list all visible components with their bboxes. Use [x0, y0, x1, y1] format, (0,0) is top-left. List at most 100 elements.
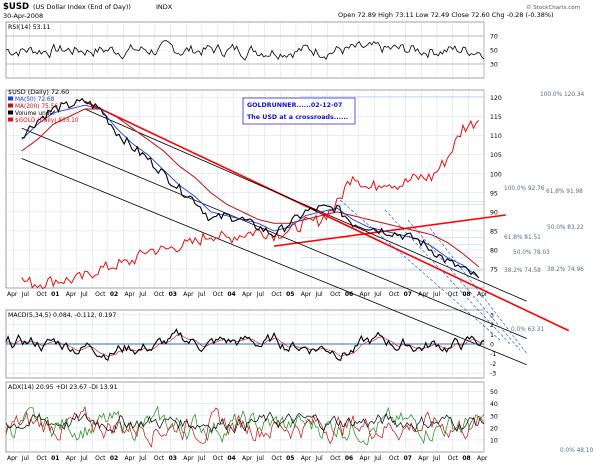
- gold-series-line: [21, 119, 480, 290]
- fib-label: 0.0% 63.31: [511, 327, 544, 333]
- xaxis-label: Oct: [389, 291, 400, 298]
- xaxis-label: Oct: [448, 291, 459, 298]
- ytick-label-price: 95: [490, 190, 498, 197]
- xaxis-label: 07: [404, 291, 412, 298]
- price-legend-item: MA(50) 72.68: [15, 97, 55, 103]
- ytick-label-price: 100: [490, 171, 502, 178]
- xaxis-label: 08: [462, 291, 470, 298]
- trendline-red-downtrend: [84, 100, 570, 332]
- fib-label: 61.8% 91.98: [546, 189, 583, 195]
- quote-label: Open 72.89 High 73.11 Low 72.49 Close 72…: [338, 11, 554, 19]
- ytick-label-rsi: 70: [490, 34, 498, 41]
- xaxis-label: 05: [286, 291, 294, 298]
- ytick-label-adx: 10: [490, 437, 498, 444]
- fib-label: 50.0% 83.22: [547, 225, 584, 231]
- ytick-label-price: 80: [490, 247, 498, 254]
- xaxis-label: 03: [169, 291, 177, 298]
- ytick-label-rsi: 50: [490, 48, 498, 55]
- annotation-box: [242, 97, 356, 125]
- xaxis-label: 06: [345, 291, 353, 298]
- trendline-black-channel-3: [21, 158, 527, 366]
- xaxis-label: Oct: [36, 291, 47, 298]
- ytick-label-adx: 30: [490, 413, 498, 420]
- plus-di-line: [5, 405, 485, 445]
- minus-di-line: [5, 405, 485, 448]
- xaxis-label: Oct: [389, 455, 400, 462]
- ytick-label-macd: 3: [490, 312, 494, 319]
- xaxis-label: Jul: [197, 455, 206, 462]
- legend-swatch: [8, 103, 13, 108]
- xaxis-label: Apr: [360, 455, 371, 462]
- ma50-series-line: [21, 104, 480, 279]
- legend-swatch: [8, 117, 13, 122]
- xaxis-label: Oct: [213, 291, 224, 298]
- xaxis-label: Apr: [183, 291, 194, 298]
- xaxis-label: Jul: [21, 291, 30, 298]
- panels-layer: 70503012011511010510095908580753210-1-2-…: [5, 21, 593, 462]
- ytick-label-adx: 50: [490, 389, 498, 396]
- xaxis-label: Apr: [360, 291, 371, 298]
- dashed-projection-line: [429, 227, 529, 356]
- symbol-description: (US Dollar Index (End of Day)): [33, 3, 131, 11]
- ytick-label-price: 110: [490, 133, 502, 140]
- macd-series-line: [5, 328, 485, 362]
- ytick-label-price: 85: [490, 228, 498, 235]
- xaxis-label: Jul: [314, 291, 323, 298]
- xaxis-label: Apr: [418, 455, 429, 462]
- xaxis-label: Apr: [242, 455, 253, 462]
- price-legend-item: $GOLD (Daily) 863.10: [15, 118, 79, 124]
- annotation-line-2: The USD at a crossroads......: [247, 114, 348, 121]
- xaxis-label: Oct: [271, 291, 282, 298]
- rsi-series-line: [5, 40, 485, 61]
- ytick-label-macd: 1: [490, 332, 494, 339]
- xaxis-label: Jul: [79, 291, 88, 298]
- adx-series-line: [5, 411, 485, 434]
- fib-label: 38.2% 74.96: [547, 267, 584, 273]
- xaxis-label: Apr: [66, 291, 77, 298]
- xaxis-label: Jul: [432, 455, 441, 462]
- xaxis-label: Jul: [79, 455, 88, 462]
- xaxis-label: Jul: [314, 455, 323, 462]
- legend-swatch: [8, 96, 13, 101]
- trendline-red-triangle-top: [273, 214, 506, 247]
- xaxis-label: Jul: [373, 291, 382, 298]
- xaxis-label: 01: [51, 291, 59, 298]
- xaxis-label: Apr: [125, 455, 136, 462]
- xaxis-label: Apr: [125, 291, 136, 298]
- watermark: © StockCharts.com: [526, 4, 580, 11]
- xaxis-label: Oct: [154, 455, 165, 462]
- dashed-projection-line: [339, 199, 501, 341]
- xaxis-label: Oct: [36, 455, 47, 462]
- xaxis-label: 08: [462, 455, 470, 462]
- xaxis-label: Oct: [330, 291, 341, 298]
- date-label: 30-Apr-2008: [3, 12, 43, 20]
- xaxis-label: Apr: [242, 291, 253, 298]
- xaxis-label: Apr: [301, 291, 312, 298]
- macd-legend: MACD(5,34,5) 0.084, -0.112, 0.197: [8, 312, 116, 319]
- xaxis-label: 04: [227, 291, 235, 298]
- fib-label: 0.0% 48.10: [560, 448, 593, 454]
- ytick-label-price: 105: [490, 152, 502, 159]
- xaxis-label: 02: [110, 291, 118, 298]
- fib-label: 100.0% 120.34: [540, 92, 585, 98]
- xaxis-label: Oct: [154, 291, 165, 298]
- trendline-black-channel-1: [84, 108, 527, 302]
- xaxis-label: Apr: [477, 455, 488, 462]
- ytick-label-macd: 0: [490, 342, 494, 349]
- xaxis-label: Oct: [95, 291, 106, 298]
- xaxis-label: Oct: [448, 455, 459, 462]
- ytick-label-adx: 40: [490, 401, 498, 408]
- ytick-label-price: 115: [490, 114, 502, 121]
- xaxis-label: 02: [110, 455, 118, 462]
- usd-series-line: [21, 97, 480, 279]
- rsi-legend: RSI(14) 53.11: [8, 24, 50, 31]
- ytick-label-macd: -1: [490, 351, 496, 358]
- exchange-label: INDX: [156, 3, 173, 11]
- legend-swatch: [8, 110, 13, 115]
- ytick-label-price: 120: [490, 95, 502, 102]
- xaxis-label: Oct: [271, 455, 282, 462]
- symbol-label: $USD: [3, 2, 29, 12]
- xaxis-label: Apr: [301, 455, 312, 462]
- xaxis-label: Jul: [373, 455, 382, 462]
- ytick-label-macd: -2: [490, 361, 496, 368]
